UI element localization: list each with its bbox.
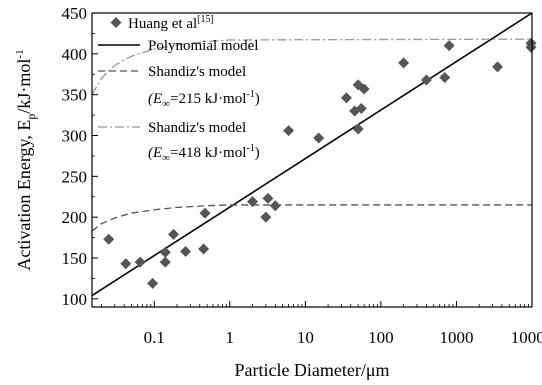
data-point-huang-11 bbox=[260, 211, 272, 223]
data-point-huang-1 bbox=[120, 258, 132, 270]
param-418-sup: -1 bbox=[246, 143, 254, 154]
series-line-shandiz215 bbox=[91, 204, 532, 232]
data-point-huang-26 bbox=[492, 61, 504, 73]
data-point-huang-2 bbox=[134, 256, 146, 268]
param-418-prefix: (E bbox=[148, 145, 162, 161]
data-point-huang-3 bbox=[147, 277, 159, 289]
data-point-huang-20 bbox=[355, 103, 367, 115]
data-point-huang-9 bbox=[199, 207, 211, 219]
legend-label-shandiz-215: Shandiz's model bbox=[148, 64, 246, 80]
data-point-huang-23 bbox=[420, 74, 432, 86]
data-point-huang-12 bbox=[262, 192, 274, 204]
param-418-suffix: ) bbox=[255, 145, 260, 161]
data-point-huang-25 bbox=[443, 40, 455, 52]
x-tick-label-3: 100 bbox=[368, 328, 394, 347]
y-axis-ticks: 100 150 200 250 300 350 400 450 bbox=[62, 4, 98, 309]
data-point-huang-6 bbox=[168, 228, 180, 240]
legend: Huang et al[15] Polynomial model Shandiz… bbox=[98, 14, 260, 164]
x-axis-title: Particle Diameter/μm bbox=[234, 360, 389, 380]
data-point-huang-8 bbox=[198, 243, 210, 255]
param-215-sup: -1 bbox=[246, 89, 254, 100]
y-tick-label-5: 350 bbox=[62, 86, 88, 105]
y-title-unit: /kJ·mol bbox=[14, 59, 34, 114]
data-point-huang-16 bbox=[340, 92, 352, 104]
legend-marker-huang bbox=[110, 17, 122, 28]
param-418-mid: =418 kJ·mol bbox=[170, 145, 246, 161]
y-axis-title: Activation Energy, Ep/kJ·mol-1 bbox=[14, 49, 38, 270]
x-tick-label-2: 10 bbox=[297, 328, 314, 347]
x-tick-label-4: 1000 bbox=[439, 328, 473, 347]
y-tick-label-0: 100 bbox=[62, 290, 88, 309]
scatter-points bbox=[103, 37, 537, 289]
y-tick-label-3: 250 bbox=[62, 167, 88, 186]
param-215-sub: ∞ bbox=[162, 98, 170, 110]
legend-label-shandiz-418: Shandiz's model bbox=[148, 120, 246, 136]
legend-label-huang: Huang et al[15] bbox=[128, 14, 214, 32]
legend-param-215: (E∞=215 kJ·mol-1) bbox=[148, 89, 260, 110]
data-point-huang-0 bbox=[103, 233, 115, 245]
data-point-huang-14 bbox=[283, 125, 295, 137]
y-tick-label-6: 400 bbox=[62, 45, 88, 64]
y-title-unit-sup: -1 bbox=[14, 49, 26, 58]
data-point-huang-21 bbox=[358, 83, 370, 95]
legend-huang-text: Huang et al bbox=[128, 16, 197, 32]
legend-label-poly: Polynomial model bbox=[148, 38, 258, 54]
param-418-sub: ∞ bbox=[162, 152, 170, 164]
x-axis-ticks: 0.1 1 10 100 1000 10000 bbox=[101, 301, 542, 347]
param-215-prefix: (E bbox=[148, 91, 162, 107]
data-point-huang-5 bbox=[159, 246, 171, 258]
data-point-huang-13 bbox=[269, 200, 281, 212]
y-tick-label-2: 200 bbox=[62, 208, 88, 227]
plot-frame bbox=[91, 12, 533, 308]
y-tick-label-7: 450 bbox=[62, 4, 88, 23]
legend-param-418: (E∞=418 kJ·mol-1) bbox=[148, 143, 260, 164]
y-title-subscript: p bbox=[24, 114, 38, 120]
x-tick-label-0: 0.1 bbox=[144, 328, 165, 347]
param-215-mid: =215 kJ·mol bbox=[170, 91, 246, 107]
data-point-huang-28 bbox=[525, 37, 537, 49]
data-point-huang-22 bbox=[398, 57, 410, 69]
data-point-huang-18 bbox=[352, 123, 364, 135]
param-215-suffix: ) bbox=[255, 91, 260, 107]
data-point-huang-24 bbox=[439, 72, 451, 84]
x-tick-label-1: 1 bbox=[226, 328, 235, 347]
y-title-main: Activation Energy, E bbox=[14, 120, 34, 271]
data-point-huang-4 bbox=[159, 256, 171, 268]
y-tick-label-4: 300 bbox=[62, 127, 88, 146]
data-point-huang-15 bbox=[313, 132, 325, 144]
x-tick-label-5: 10000 bbox=[511, 328, 542, 347]
data-point-huang-10 bbox=[247, 196, 259, 208]
y-tick-label-1: 150 bbox=[62, 249, 88, 268]
legend-huang-sup: [15] bbox=[197, 14, 214, 25]
data-point-huang-7 bbox=[180, 245, 192, 257]
series-line-shandiz418 bbox=[91, 38, 533, 95]
